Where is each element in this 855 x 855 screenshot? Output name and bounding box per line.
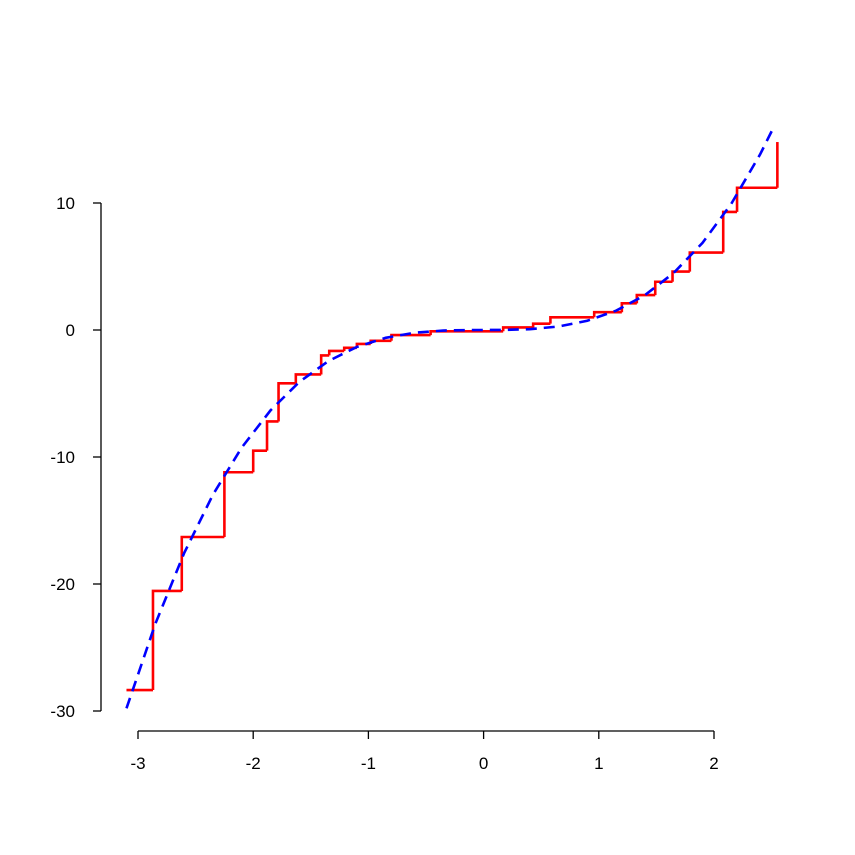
step-segment — [294, 373, 322, 384]
step-segment — [549, 316, 595, 324]
x-tick-label: 1 — [594, 754, 603, 773]
y-tick-label: 10 — [56, 194, 75, 213]
curve — [125, 126, 776, 709]
step-segment — [390, 333, 431, 341]
step-segment — [223, 470, 254, 538]
step-segment — [688, 251, 724, 272]
step-segment — [592, 310, 622, 318]
y-tick-label: -20 — [50, 575, 75, 594]
step-segment — [721, 210, 738, 253]
step-segment — [620, 302, 637, 313]
step-segment — [735, 186, 778, 212]
x-tick-label: -3 — [130, 754, 145, 773]
y-tick-label: -10 — [50, 448, 75, 467]
step-segment — [180, 535, 225, 591]
step-segment — [531, 322, 551, 328]
x-tick-label: 2 — [709, 754, 718, 773]
step-segment — [277, 382, 296, 422]
x-tick-label: -2 — [246, 754, 261, 773]
step-segment — [671, 270, 690, 282]
x-tick-label: -1 — [361, 754, 376, 773]
step-segment — [265, 420, 279, 451]
y-tick-label: 0 — [66, 321, 75, 340]
x-tick-label: 0 — [479, 754, 488, 773]
step-segment — [327, 349, 345, 356]
step-segment — [251, 449, 268, 473]
step-segment — [501, 326, 534, 332]
step-segment — [151, 589, 182, 691]
y-tick-label: -30 — [50, 702, 75, 721]
step-segment — [319, 354, 330, 375]
step-segment — [653, 280, 673, 296]
